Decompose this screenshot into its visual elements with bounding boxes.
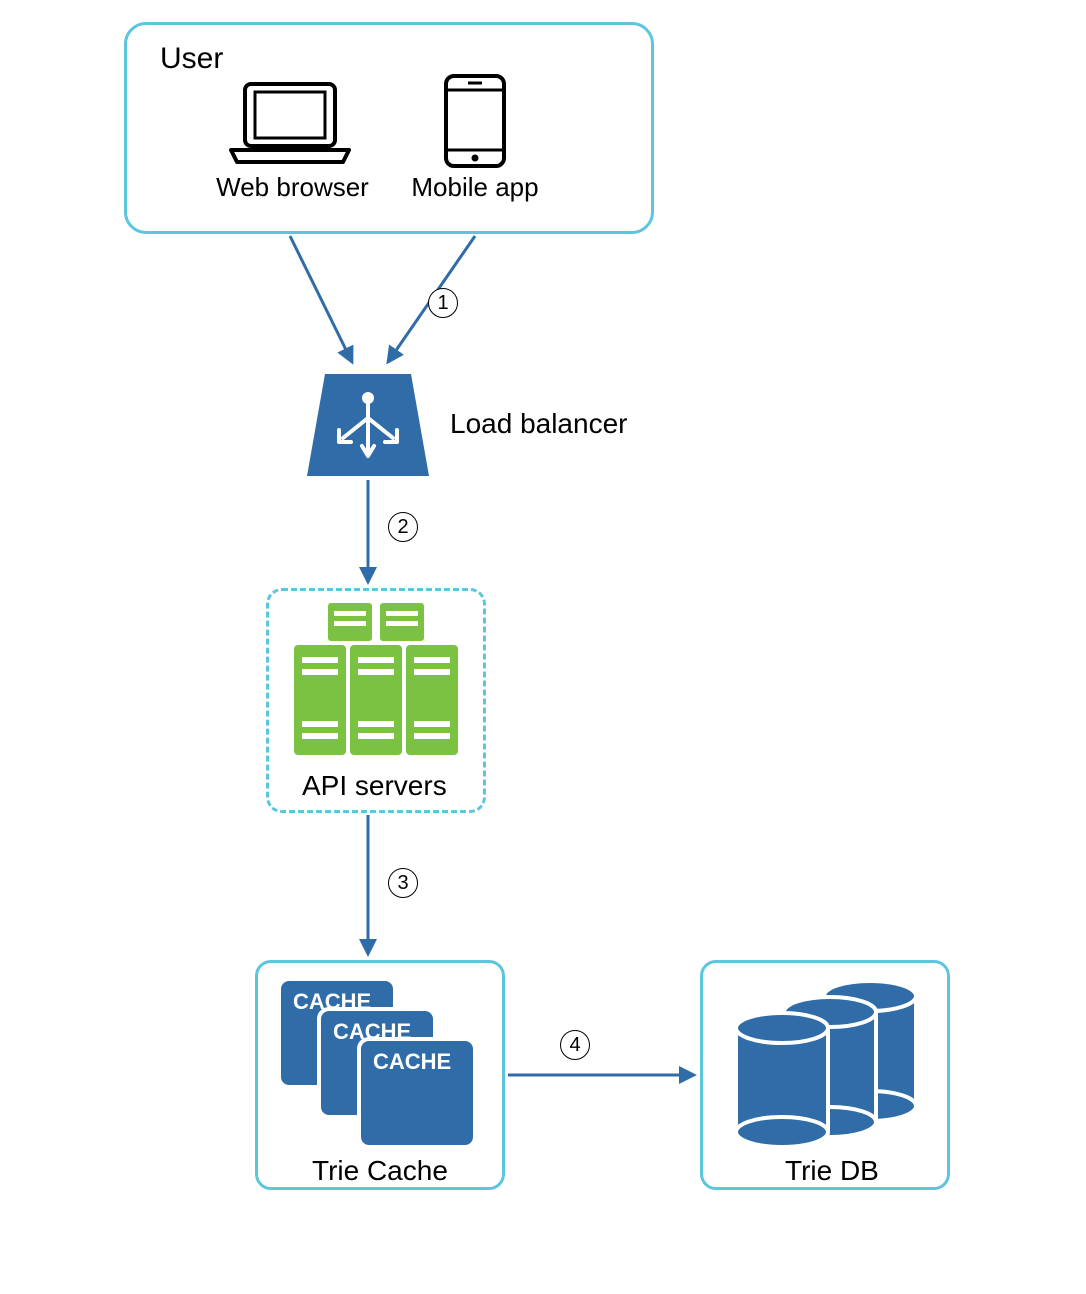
step-4: 4	[560, 1030, 590, 1060]
api-servers-label: API servers	[302, 770, 447, 802]
trie-cache-label: Trie Cache	[312, 1155, 448, 1187]
trie-db-label: Trie DB	[785, 1155, 879, 1187]
db-cylinders-icon	[720, 978, 930, 1148]
step-1: 1	[428, 288, 458, 318]
laptop-icon	[225, 80, 355, 165]
web-browser-label: Web browser	[210, 172, 375, 203]
diagram-canvas: User Web browser Mobile app Load balance…	[0, 0, 1086, 1294]
user-title: User	[160, 42, 223, 76]
step-2: 2	[388, 512, 418, 542]
cache-text-3: CACHE	[373, 1049, 451, 1074]
step-3: 3	[388, 868, 418, 898]
servers-icon	[286, 603, 466, 758]
edge-web-to-lb	[290, 236, 352, 362]
cache-cards-icon: CACHE CACHE CACHE	[275, 975, 485, 1150]
mobile-app-label: Mobile app	[405, 172, 545, 203]
mobile-icon	[440, 72, 510, 170]
load-balancer-label: Load balancer	[450, 408, 627, 440]
load-balancer-icon	[303, 370, 433, 480]
